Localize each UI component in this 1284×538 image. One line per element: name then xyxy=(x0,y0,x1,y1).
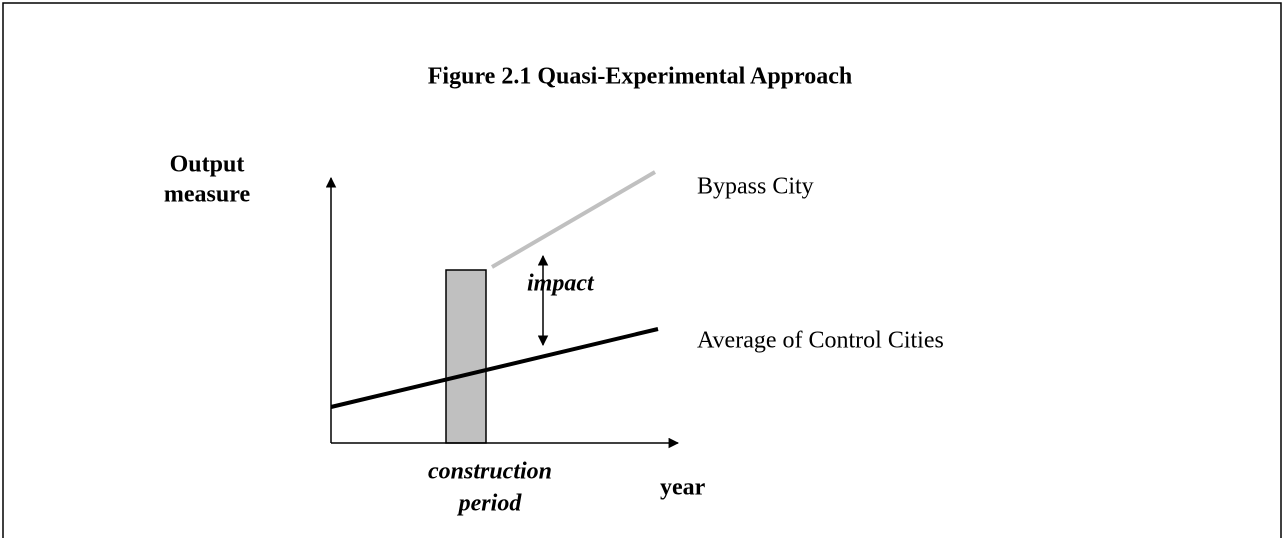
figure-title: Figure 2.1 Quasi-Experimental Approach xyxy=(428,64,852,90)
bypass-line xyxy=(490,170,657,269)
construction-period-bar xyxy=(445,269,487,444)
bypass-label: Bypass City xyxy=(697,174,814,200)
period-label: period xyxy=(457,491,523,517)
y-axis-label: measure xyxy=(164,182,251,208)
control-label: Average of Control Cities xyxy=(697,328,944,354)
control-line xyxy=(330,327,659,409)
impact-label: impact xyxy=(527,271,595,297)
y-axis-label: Output xyxy=(170,152,245,178)
x-axis-label: year xyxy=(660,475,706,501)
period-label: construction xyxy=(428,459,552,485)
